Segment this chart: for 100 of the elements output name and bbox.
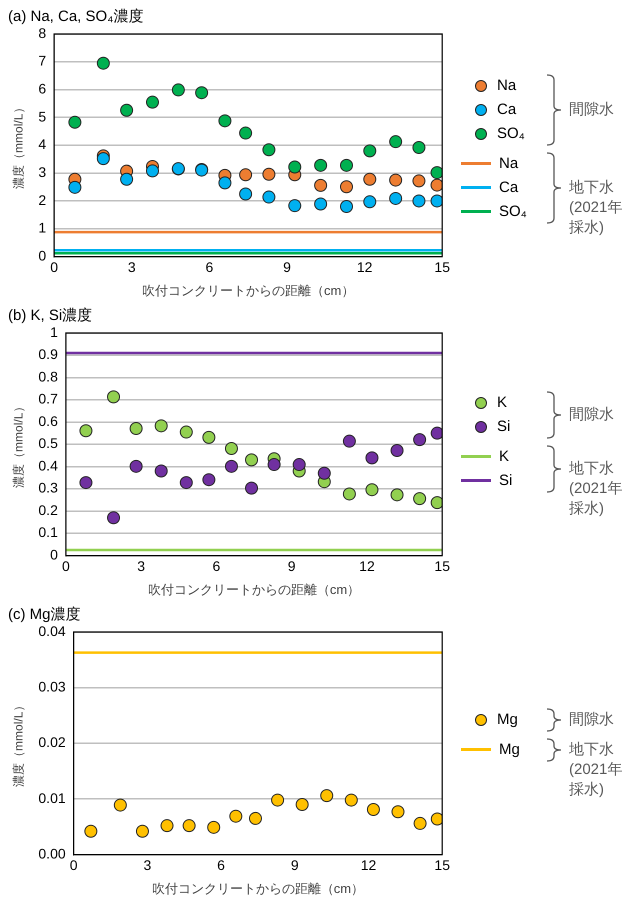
y-tick-label: 0.02 bbox=[38, 734, 66, 750]
point bbox=[202, 430, 216, 444]
y-tick-label: 0.1 bbox=[38, 524, 58, 540]
y-tick-label: 5 bbox=[38, 108, 46, 124]
point bbox=[146, 164, 159, 178]
point bbox=[239, 168, 252, 182]
point bbox=[342, 487, 356, 500]
point bbox=[390, 488, 404, 502]
point bbox=[239, 126, 252, 140]
legend-label: Ca bbox=[499, 179, 518, 196]
point bbox=[172, 83, 185, 96]
point bbox=[130, 422, 143, 435]
x-tick-label: 9 bbox=[288, 558, 296, 574]
text: 間隙水 bbox=[569, 710, 615, 730]
x-tick-label: 15 bbox=[434, 856, 450, 873]
point bbox=[182, 819, 196, 832]
point bbox=[107, 390, 120, 404]
point bbox=[340, 200, 353, 214]
y-tick-label: 0 bbox=[38, 247, 46, 264]
chart-title: (c) Mg濃度 bbox=[8, 606, 80, 624]
x-tick-label: 6 bbox=[217, 856, 226, 873]
y-tick-label: 3 bbox=[38, 164, 46, 180]
point bbox=[344, 794, 358, 807]
point bbox=[389, 174, 402, 187]
point bbox=[120, 104, 134, 117]
legend-label: Mg bbox=[497, 711, 518, 728]
x-tick-label: 9 bbox=[290, 856, 299, 873]
point bbox=[68, 116, 82, 129]
y-tick-label: 0.5 bbox=[38, 435, 58, 452]
x-tick-label: 3 bbox=[128, 258, 136, 275]
point bbox=[107, 511, 120, 524]
y-tick-label: 0.03 bbox=[38, 678, 66, 695]
x-tick-label: 12 bbox=[356, 258, 373, 275]
point bbox=[320, 789, 334, 802]
point bbox=[365, 451, 378, 464]
point bbox=[314, 198, 328, 211]
y-tick-label: 0.00 bbox=[38, 845, 66, 862]
text: 間隙水 bbox=[569, 100, 615, 120]
point bbox=[365, 483, 378, 496]
point bbox=[412, 174, 426, 188]
point bbox=[136, 824, 149, 838]
point bbox=[366, 803, 380, 816]
point bbox=[180, 476, 193, 490]
point bbox=[413, 433, 426, 446]
legend-label: SO₄ bbox=[497, 125, 525, 142]
legend-label: K bbox=[499, 448, 510, 465]
point bbox=[268, 458, 281, 472]
point bbox=[262, 168, 276, 181]
y-tick-label: 0.2 bbox=[38, 502, 58, 518]
legend-label: Si bbox=[499, 472, 512, 489]
y-tick-label: 0.3 bbox=[38, 480, 58, 496]
point bbox=[202, 473, 216, 486]
point bbox=[412, 194, 426, 208]
point bbox=[314, 158, 328, 172]
point bbox=[146, 96, 159, 109]
point bbox=[160, 819, 174, 832]
y-tick-label: 0.4 bbox=[38, 457, 58, 474]
y-tick-label: 0.7 bbox=[38, 390, 58, 407]
y-axis-title: 濃度（mmol/L） bbox=[12, 700, 26, 787]
point bbox=[314, 178, 328, 192]
chart-title: (b) K, Si濃度 bbox=[8, 307, 92, 324]
point bbox=[79, 476, 92, 490]
x-tick-label: 12 bbox=[359, 558, 375, 574]
point bbox=[340, 158, 353, 172]
point bbox=[363, 144, 376, 158]
point bbox=[363, 172, 376, 186]
y-tick-label: 6 bbox=[38, 80, 46, 97]
point bbox=[120, 172, 134, 186]
point bbox=[96, 56, 110, 70]
y-tick-label: 0 bbox=[50, 546, 58, 562]
x-tick-label: 12 bbox=[360, 856, 376, 873]
y-tick-label: 2 bbox=[38, 192, 46, 208]
point bbox=[96, 152, 110, 166]
point bbox=[292, 458, 306, 472]
point bbox=[414, 816, 427, 830]
point bbox=[84, 824, 98, 838]
point bbox=[430, 496, 442, 510]
chart-title: (a) Na, Ca, SO₄濃度 bbox=[8, 8, 144, 26]
point bbox=[412, 141, 426, 154]
legend-label: Si bbox=[497, 418, 510, 435]
point bbox=[288, 199, 302, 212]
text: 間隙水 bbox=[569, 404, 615, 424]
point bbox=[154, 419, 168, 432]
y-tick-label: 1 bbox=[38, 220, 46, 236]
point bbox=[224, 442, 238, 456]
point bbox=[318, 466, 331, 480]
y-tick-label: 4 bbox=[38, 136, 46, 152]
y-tick-label: 0.01 bbox=[38, 790, 66, 806]
x-tick-label: 15 bbox=[434, 558, 450, 574]
x-axis-title: 吹付コンクリートからの距離（cm） bbox=[148, 582, 360, 597]
legend-label: K bbox=[497, 394, 508, 411]
legend-label: Na bbox=[499, 155, 518, 172]
point bbox=[224, 460, 238, 473]
text: 地下水(2021年採水) bbox=[569, 458, 624, 518]
point bbox=[195, 86, 208, 100]
point bbox=[391, 805, 404, 818]
point bbox=[180, 426, 193, 439]
point bbox=[239, 187, 252, 200]
x-tick-label: 3 bbox=[137, 558, 146, 574]
x-tick-label: 9 bbox=[283, 258, 292, 275]
